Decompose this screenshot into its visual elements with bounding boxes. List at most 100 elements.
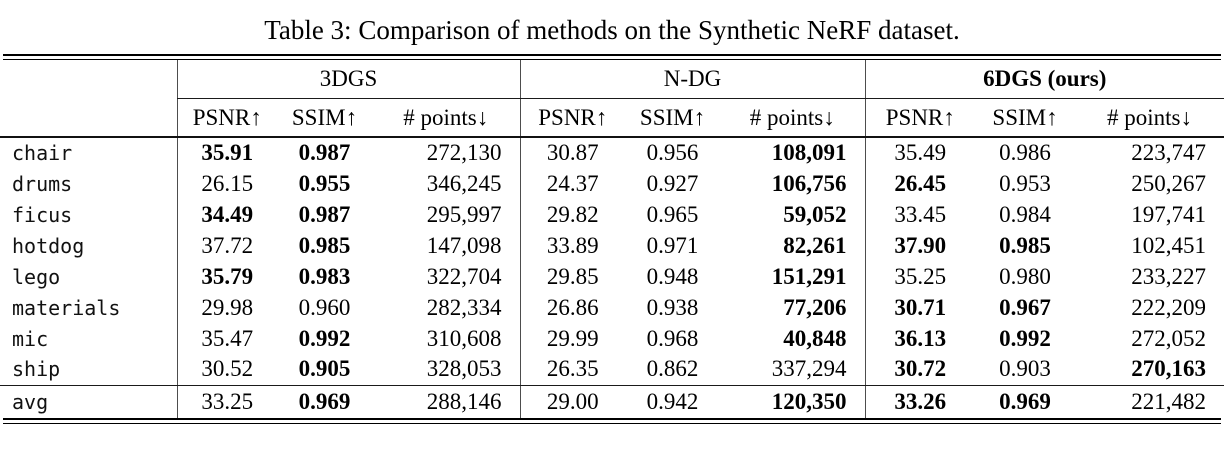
cell-psnr: 35.79 bbox=[176, 261, 277, 292]
cell-points: 221,482 bbox=[1131, 388, 1207, 414]
cell-psnr: 30.71 bbox=[864, 292, 976, 323]
cell-psnr: 30.72 bbox=[864, 354, 976, 386]
cell-psnr: 26.15 bbox=[176, 168, 277, 199]
cell-ssim: 0.905 bbox=[277, 354, 372, 386]
cell-points: 295,997 bbox=[426, 201, 502, 227]
col-header-points: # points↓ bbox=[720, 98, 866, 138]
cell-points: 337,294 bbox=[720, 354, 866, 386]
cell-points: 151,291 bbox=[771, 263, 847, 289]
cell-points: 346,245 bbox=[426, 170, 502, 196]
cell-psnr: 29.82 bbox=[519, 199, 626, 230]
cell-psnr: 33.25 bbox=[176, 385, 277, 418]
col-header-psnr: PSNR↑ bbox=[864, 98, 976, 138]
cell-points: 282,334 bbox=[426, 294, 502, 320]
cell-psnr: 26.35 bbox=[519, 354, 626, 386]
cell-ssim: 0.938 bbox=[646, 294, 699, 320]
cell-psnr: 26.45 bbox=[864, 168, 976, 199]
row-label: ship bbox=[0, 354, 177, 386]
cell-ssim: 0.992 bbox=[298, 325, 351, 351]
cell-psnr: 37.90 bbox=[864, 230, 976, 261]
corner-cell bbox=[0, 98, 177, 138]
cell-points: 106,756 bbox=[771, 170, 847, 196]
table-caption: Table 3: Comparison of methods on the Sy… bbox=[264, 15, 960, 45]
group-header-3dgs: 3DGS bbox=[176, 60, 521, 99]
cell-points: 328,053 bbox=[372, 354, 521, 386]
cell-ssim: 0.948 bbox=[646, 263, 699, 289]
cell-points: 197,741 bbox=[1131, 201, 1207, 227]
row-label: drums bbox=[12, 171, 73, 196]
cell-psnr: 29.85 bbox=[519, 261, 626, 292]
cell-points: 310,608 bbox=[426, 325, 502, 351]
cell-ssim: 0.965 bbox=[646, 201, 699, 227]
cell-ssim: 0.985 bbox=[999, 232, 1051, 258]
table-row: avg 33.25 0.969 288,146 29.00 0.942 120,350 33.… bbox=[0, 385, 1224, 418]
cell-points: 288,146 bbox=[426, 388, 502, 414]
cell-ssim: 0.955 bbox=[298, 170, 351, 196]
cell-psnr: 24.37 bbox=[519, 168, 626, 199]
cell-ssim: 0.960 bbox=[298, 294, 351, 320]
cell-points: 272,130 bbox=[426, 140, 502, 165]
col-header-ssim: SSIM↑ bbox=[277, 98, 372, 138]
cell-ssim: 0.983 bbox=[298, 263, 351, 289]
cell-ssim: 0.987 bbox=[298, 140, 351, 165]
cell-ssim: 0.942 bbox=[646, 388, 699, 414]
cell-psnr: 35.47 bbox=[176, 323, 277, 354]
cell-psnr: 37.72 bbox=[176, 230, 277, 261]
cell-points: 59,052 bbox=[783, 201, 847, 227]
col-header-points: # points↓ bbox=[372, 98, 521, 138]
group-header-row: 3DGS N-DG 6DGS (ours) bbox=[0, 60, 1224, 99]
col-header-points: # points↓ bbox=[1075, 98, 1224, 138]
cell-ssim: 0.956 bbox=[646, 140, 699, 165]
cell-points: 322,704 bbox=[426, 263, 502, 289]
cell-ssim: 0.903 bbox=[975, 354, 1076, 386]
cell-ssim: 0.969 bbox=[999, 388, 1051, 414]
table-row: hotdog 37.72 0.985 147,098 33.89 0.971 82,261 3… bbox=[0, 230, 1224, 261]
cell-psnr: 34.49 bbox=[176, 199, 277, 230]
row-label: avg bbox=[12, 389, 49, 414]
cell-ssim: 0.969 bbox=[298, 388, 351, 414]
col-header-ssim: SSIM↑ bbox=[975, 98, 1076, 138]
cell-ssim: 0.927 bbox=[646, 170, 699, 196]
row-label: mic bbox=[12, 326, 49, 351]
cell-points: 102,451 bbox=[1131, 232, 1207, 258]
cell-points: 250,267 bbox=[1131, 170, 1207, 196]
cell-ssim: 0.984 bbox=[999, 201, 1051, 227]
table-row: drums 26.15 0.955 346,245 24.37 0.927 106,756 2… bbox=[0, 168, 1224, 199]
col-header-psnr: PSNR↑ bbox=[176, 98, 277, 138]
comparison-table: 3DGS N-DG 6DGS (ours) PSNR↑ SSIM↑ # poin… bbox=[0, 60, 1224, 418]
cell-psnr: 33.45 bbox=[864, 199, 976, 230]
cell-psnr: 29.00 bbox=[519, 385, 626, 418]
cell-psnr: 33.89 bbox=[519, 230, 626, 261]
table-body: chair 35.91 0.987 272,130 30.87 0.956 108,091 3… bbox=[0, 137, 1224, 386]
table-row: ficus 34.49 0.987 295,997 29.82 0.965 59,052 33… bbox=[0, 199, 1224, 230]
cell-points: 40,848 bbox=[783, 325, 847, 351]
group-header-6dgs: 6DGS (ours) bbox=[864, 60, 1224, 99]
cell-ssim: 0.980 bbox=[999, 263, 1051, 289]
cell-ssim: 0.953 bbox=[999, 170, 1051, 196]
table-row: ship 30.52 0.905 328,053 26.35 0.862 337,294 30… bbox=[0, 354, 1224, 386]
cell-psnr: 30.52 bbox=[176, 354, 277, 386]
col-header-ssim: SSIM↑ bbox=[625, 98, 721, 138]
cell-psnr: 35.49 bbox=[864, 137, 976, 168]
table-row: materials 29.98 0.960 282,334 26.86 0.938 77,2… bbox=[0, 292, 1224, 323]
cell-psnr: 35.91 bbox=[176, 137, 277, 168]
cell-points: 223,747 bbox=[1131, 140, 1207, 165]
cell-psnr: 29.98 bbox=[176, 292, 277, 323]
row-label: ficus bbox=[12, 202, 73, 227]
cell-points: 272,052 bbox=[1131, 325, 1207, 351]
group-header-ndg: N-DG bbox=[519, 60, 866, 99]
cell-points: 270,163 bbox=[1075, 354, 1224, 386]
cell-points: 222,209 bbox=[1131, 294, 1207, 320]
cell-points: 120,350 bbox=[771, 388, 847, 414]
cell-points: 147,098 bbox=[426, 232, 502, 258]
cell-ssim: 0.967 bbox=[999, 294, 1051, 320]
cell-ssim: 0.992 bbox=[999, 325, 1051, 351]
col-header-psnr: PSNR↑ bbox=[519, 98, 626, 138]
cell-psnr: 33.26 bbox=[864, 385, 976, 418]
cell-psnr: 30.87 bbox=[519, 137, 626, 168]
table-avg-body: avg 33.25 0.969 288,146 29.00 0.942 120,350 33.… bbox=[0, 385, 1224, 418]
cell-psnr: 29.99 bbox=[519, 323, 626, 354]
table-row: mic 35.47 0.992 310,608 29.99 0.968 40,848 36.1… bbox=[0, 323, 1224, 354]
cell-psnr: 35.25 bbox=[864, 261, 976, 292]
cell-points: 77,206 bbox=[783, 294, 847, 320]
